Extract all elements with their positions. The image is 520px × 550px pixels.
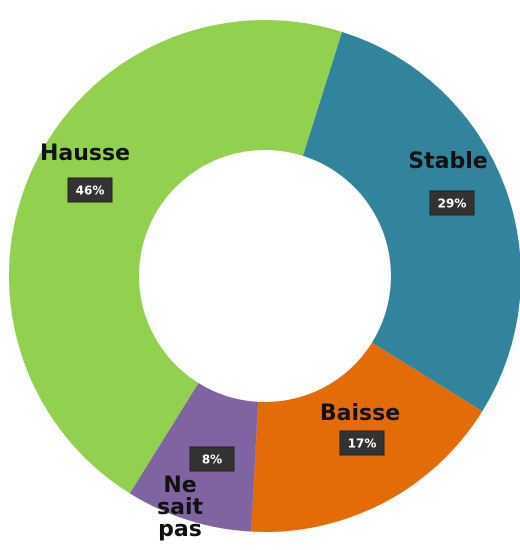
category-label: Stable (408, 149, 487, 174)
category-label: Ne sait pas (157, 473, 203, 542)
category-label-line: sait (157, 495, 203, 520)
value-label: 29% (438, 197, 467, 211)
value-label-box (67, 177, 113, 203)
donut-slice (8, 19, 342, 494)
value-label: 17% (348, 437, 377, 451)
value-label-box (339, 430, 385, 456)
value-label: 46% (76, 184, 105, 198)
value-label: 8% (202, 453, 222, 467)
category-label-line: Ne (163, 473, 196, 498)
category-label: Baisse (320, 401, 400, 426)
category-label-line: pas (158, 517, 202, 542)
value-label-box (429, 190, 475, 216)
donut-slice (302, 31, 520, 412)
category-label: Hausse (40, 141, 130, 166)
value-label-box (189, 446, 235, 472)
